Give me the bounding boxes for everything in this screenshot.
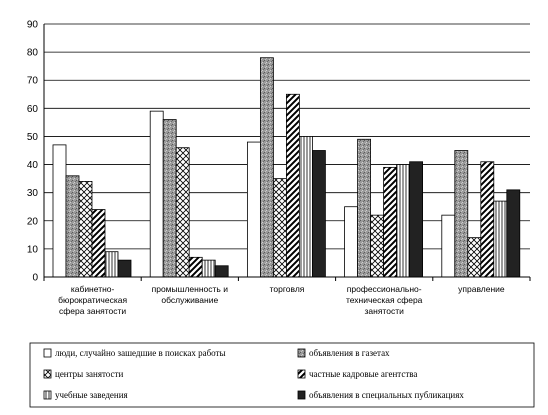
y-tick-label: 70 [27, 76, 39, 87]
bars [52, 57, 521, 278]
y-tick-label: 0 [32, 273, 38, 284]
y-tick-label: 20 [27, 216, 39, 227]
bar-diag-1 [188, 256, 203, 278]
legend-label: объявления в специальных публикациях [309, 390, 464, 400]
category-label-line: техническая сфера [346, 295, 423, 305]
category-label: торговля [270, 284, 305, 294]
category-label-line: занятости [365, 306, 405, 316]
y-tick-label: 50 [27, 132, 39, 143]
category-label: управление [458, 284, 505, 294]
y-tick-label: 30 [27, 188, 39, 199]
bar-black-4 [506, 189, 521, 278]
bar-cross-2 [272, 178, 287, 278]
category-label-line: обслуживание [161, 295, 218, 305]
bar-vert-1 [201, 259, 216, 278]
bar-black-3 [409, 161, 424, 278]
legend-label: центры занятости [55, 369, 123, 379]
bar-diag-2 [285, 93, 300, 278]
x-axis: кабинетно-бюрократическая сфера занятости… [43, 276, 531, 316]
legend-label: учебные заведения [55, 390, 128, 400]
bar-diag-3 [383, 166, 398, 278]
y-tick-label: 90 [27, 20, 39, 31]
legend-swatch-vert [43, 390, 52, 400]
category-label-line: торговля [270, 284, 305, 294]
y-tick-label: 40 [27, 160, 39, 171]
bar-white-0 [52, 144, 67, 278]
bar-vert-0 [104, 251, 119, 278]
legend-swatch-diag [297, 369, 306, 379]
category-label-line: управление [458, 284, 505, 294]
legend-label: люди, случайно зашедшие в поисках работы [55, 348, 226, 358]
bar-cross-3 [370, 214, 385, 278]
bar-vert-4 [493, 200, 508, 278]
bar-white-4 [441, 214, 456, 278]
category-label-line: профессионально- [347, 284, 422, 294]
bar-vert-2 [298, 136, 313, 278]
y-axis: 0 10 20 30 40 50 60 70 80 90 [27, 20, 45, 284]
bar-gray-3 [357, 138, 372, 278]
bar-white-1 [149, 110, 164, 278]
bar-gray-4 [454, 150, 469, 278]
category-label-line: сфера занятости [59, 306, 126, 316]
legend-label: объявления в газетах [309, 348, 390, 358]
bar-gray-2 [259, 57, 274, 278]
category-label: кабинетно-бюрократическая сфера занятости [58, 284, 127, 316]
legend-swatch-black [297, 390, 306, 400]
bar-diag-0 [91, 209, 106, 278]
bar-cross-1 [175, 147, 190, 278]
legend-label: частные кадровые агентства [309, 369, 417, 379]
bar-cross-0 [78, 181, 93, 278]
category-label-line: кабинетно- [71, 284, 115, 294]
category-label-line: бюрократическая [58, 295, 127, 305]
category-label: профессионально-техническая сфера занятос… [346, 284, 423, 316]
y-tick-label: 80 [27, 48, 39, 59]
y-tick-label: 10 [27, 244, 39, 255]
legend-swatch-white [43, 348, 52, 358]
legend: люди, случайно зашедшие в поисках работы… [29, 342, 535, 408]
bar-vert-3 [396, 164, 411, 278]
legend-swatch-gray [297, 348, 306, 358]
y-tick-label: 60 [27, 104, 39, 115]
bar-gray-0 [65, 175, 80, 278]
bar-gray-1 [162, 119, 177, 278]
bar-cross-4 [467, 237, 482, 278]
bar-diag-4 [480, 161, 495, 278]
bar-white-3 [344, 206, 359, 278]
category-label-line: промышленность и [152, 284, 229, 294]
legend-box [29, 342, 535, 408]
bar-black-2 [311, 150, 326, 278]
category-label: промышленность и обслуживание [152, 284, 229, 305]
legend-swatch-cross [43, 369, 52, 379]
bar-black-0 [117, 259, 132, 278]
bar-white-2 [246, 141, 261, 278]
bar-black-1 [214, 265, 229, 278]
